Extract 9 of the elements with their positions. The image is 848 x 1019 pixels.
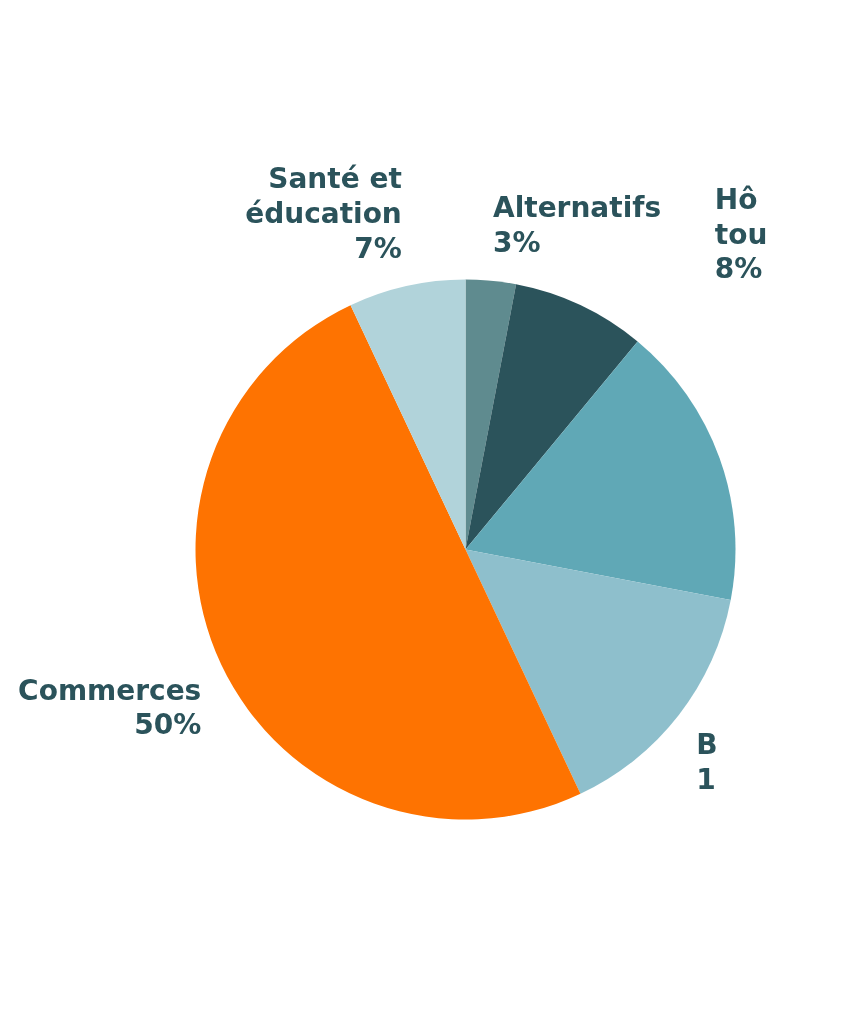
slice-label: Alternatifs	[492, 191, 662, 225]
data-label: 8%	[714, 252, 763, 286]
data-label: 3%	[492, 225, 541, 259]
data-label: 7%	[354, 231, 402, 265]
data-label: 50%	[134, 708, 202, 742]
slice-label: B 1	[696, 728, 718, 797]
slice-label: Santé et éducation	[245, 162, 402, 230]
slice-label: Commerces	[18, 673, 202, 707]
slice-label: Hô tou	[714, 182, 768, 251]
